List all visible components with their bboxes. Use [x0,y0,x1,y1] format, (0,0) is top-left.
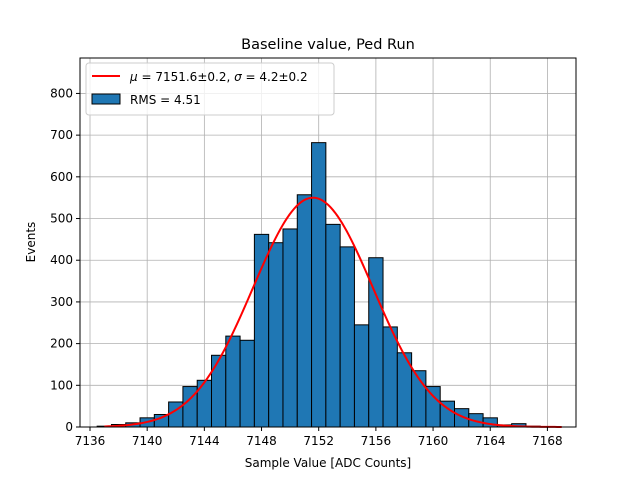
histogram-bar [282,228,298,428]
legend-fit-label: μ = 7151.6±0.2, σ = 4.2±0.2 [129,70,308,84]
histogram-bar [425,386,441,428]
y-tick-label: 200 [50,337,73,351]
histogram-bar [353,324,370,428]
histogram-bar [268,242,284,428]
y-axis-label: Events [24,222,38,263]
legend-mu-symbol: μ [129,70,138,84]
x-axis-label: Sample Value [ADC Counts] [245,456,411,470]
x-tick-label: 7136 [75,434,106,448]
y-axis-ticks: 0 100 200 300 400 500 600 700 800 [50,86,80,434]
histogram-bar [325,223,341,428]
gaussian-fit-line [104,196,562,428]
legend-fit-suffix: = 4.2±0.2 [242,70,308,84]
histogram-bar [311,142,327,428]
histogram-bar [239,339,255,428]
x-tick-label: 7152 [303,434,334,448]
histogram-bar [225,335,241,428]
x-tick-label: 7160 [418,434,449,448]
legend-hist-label: RMS = 4.51 [130,93,201,107]
x-tick-label: 7156 [361,434,392,448]
y-tick-label: 100 [50,378,73,392]
legend-sigma-symbol: σ [234,70,242,84]
y-tick-label: 300 [50,295,73,309]
y-tick-label: 700 [50,128,73,142]
x-tick-label: 7148 [246,434,277,448]
plot-frame [79,57,577,428]
y-tick-label: 500 [50,212,73,226]
histogram-bar [253,233,270,428]
legend-hist-swatch [91,93,121,105]
histogram-bar [211,354,227,428]
x-tick-label: 7144 [189,434,220,448]
y-tick-label: 0 [65,420,73,434]
legend-box [85,62,335,116]
y-tick-label: 400 [50,253,73,267]
legend: μ = 7151.6±0.2, σ = 4.2±0.2 RMS = 4.51 [85,62,335,116]
x-tick-label: 7164 [475,434,506,448]
chart-title: Baseline value, Ped Run [241,37,415,53]
y-tick-label: 600 [50,170,73,184]
gaussian-fit-curve [104,196,562,428]
histogram-bar [296,194,313,428]
histogram-bar [339,246,355,428]
legend-fit-prefix: = 7151.6±0.2, [138,70,234,84]
x-tick-label: 7140 [132,434,163,448]
y-tick-label: 800 [50,86,73,100]
histogram-bar [382,326,398,428]
x-axis-ticks: 7136 7140 7144 7148 7152 7156 7160 7164 7168 [75,427,563,448]
x-tick-label: 7168 [532,434,563,448]
